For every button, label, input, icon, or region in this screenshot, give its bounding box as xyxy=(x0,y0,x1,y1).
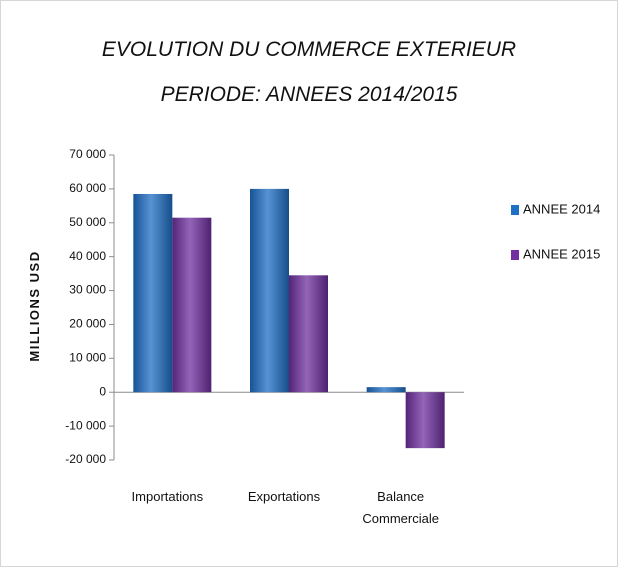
y-tick-label: 30 000 xyxy=(69,283,106,297)
legend-swatch xyxy=(511,205,519,215)
x-category-label: Balance Commerciale xyxy=(362,489,439,526)
bar-annee-2015-1 xyxy=(289,275,328,393)
chart-subtitle: PERIODE: ANNEES 2014/2015 xyxy=(161,83,458,106)
bar-annee-2015-2 xyxy=(405,392,445,449)
bar-annee-2014-2 xyxy=(366,387,406,393)
legend-label: ANNEE 2014 xyxy=(523,201,600,216)
y-tick-label: 60 000 xyxy=(69,181,106,195)
legend: ANNEE 2014 ANNEE 2015 xyxy=(511,201,600,261)
plot-area: 70 000 60 000 50 000 40 000 30 000 20 000 10 0… xyxy=(65,147,464,526)
bar-annee-2014-0 xyxy=(133,193,173,393)
y-tick-label: 70 000 xyxy=(69,147,106,161)
chart-title: EVOLUTION DU COMMERCE EXTERIEUR xyxy=(102,38,516,61)
y-tick-label: 0 xyxy=(99,384,106,398)
y-tick-label: -20 000 xyxy=(65,452,106,466)
y-tick-label: -10 000 xyxy=(65,418,106,432)
y-axis-label: MILLIONS USD xyxy=(27,250,42,361)
x-category-label: Importations xyxy=(132,489,204,504)
x-category-label: Exportations xyxy=(248,489,321,504)
y-tick-label: 20 000 xyxy=(69,317,106,331)
bar-annee-2014-1 xyxy=(250,188,289,393)
y-tick-label: 10 000 xyxy=(69,351,106,365)
y-tick-label: 40 000 xyxy=(69,249,106,263)
legend-label: ANNEE 2015 xyxy=(523,246,600,261)
bar-annee-2015-0 xyxy=(172,217,212,393)
y-tick-label: 50 000 xyxy=(69,215,106,229)
legend-swatch xyxy=(511,250,519,260)
